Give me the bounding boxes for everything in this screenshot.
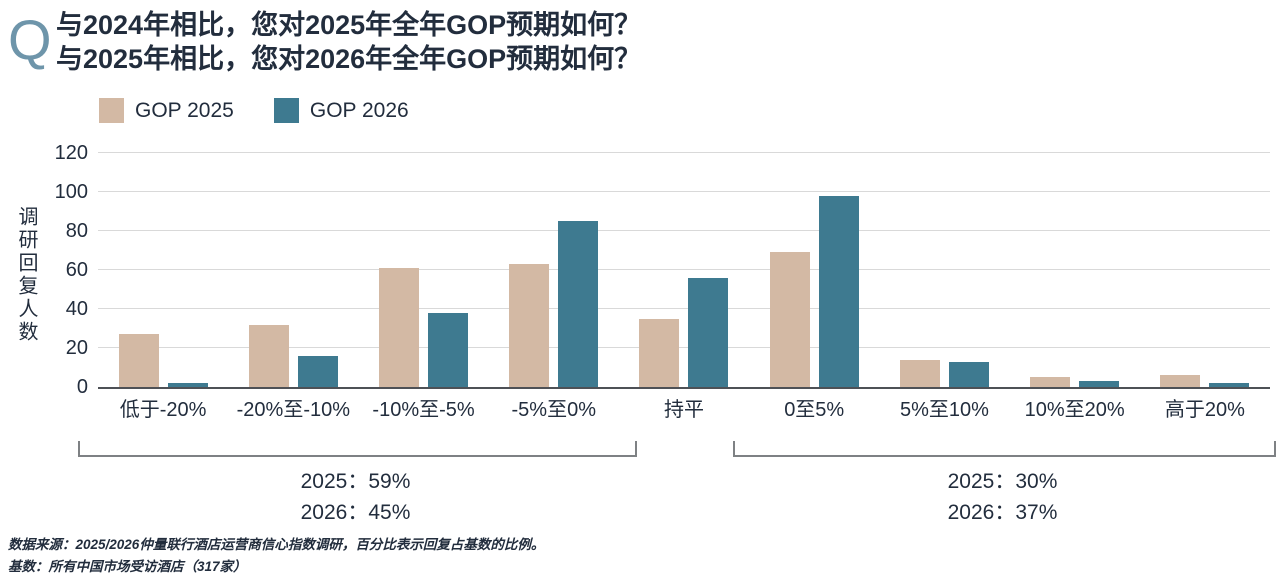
bar-gop-2026	[948, 361, 989, 387]
plot-area	[98, 152, 1270, 389]
gridline	[98, 152, 1270, 153]
gridline	[98, 347, 1270, 348]
bar-gop-2026	[1209, 383, 1250, 387]
y-tick-label: 100	[54, 181, 88, 203]
annotation-2026-positive: 2026：37%	[947, 501, 1058, 524]
bar-gop-2025	[248, 324, 289, 387]
x-tick-label: 高于20%	[1164, 399, 1245, 421]
gridline	[98, 308, 1270, 309]
y-tick-label: 120	[54, 142, 88, 164]
bar-gop-2025	[769, 252, 810, 387]
chart-legend: GOP 2025 GOP 2026	[99, 98, 409, 123]
bar-gop-2026	[558, 221, 599, 387]
bar-gop-2025	[379, 268, 420, 387]
legend-label: GOP 2026	[309, 98, 409, 122]
footnote-source: 数据来源：2025/2026仲量联行酒店运营商信心指数调研，百分比表示回复占基数…	[8, 537, 545, 552]
bar-group	[619, 153, 749, 387]
x-tick-label: 低于-20%	[119, 399, 207, 421]
question-line-1: 与2024年相比，您对2025年全年GOP预期如何？	[56, 10, 642, 40]
legend-item: GOP 2026	[273, 98, 409, 123]
question-line-2: 与2025年相比，您对2026年全年GOP预期如何？	[56, 44, 642, 74]
bar-group	[228, 153, 358, 387]
bar-group	[879, 153, 1009, 387]
legend-swatch-icon	[99, 98, 124, 123]
legend-swatch-icon	[273, 98, 299, 123]
y-tick-label: 60	[65, 259, 88, 281]
bar-group	[1140, 153, 1270, 387]
x-tick-label: 5%至10%	[899, 399, 989, 421]
bar-gop-2025	[1160, 375, 1201, 387]
x-tick-label: -20%至-10%	[236, 399, 351, 421]
bracket-positive-range	[733, 441, 1276, 457]
x-axis-labels: 低于-20% -20%至-10% -10%至-5% -5%至0% 持平 0至5% 5%至10…	[98, 393, 1270, 422]
x-tick-label: -10%至-5%	[372, 399, 475, 421]
y-axis-ticks: 0 20 40 60 80 100 120	[34, 142, 88, 398]
y-axis-title: 调研回复人数	[15, 206, 37, 344]
bracket-negative-range	[78, 441, 637, 457]
bar-group	[489, 153, 619, 387]
bar-gop-2025	[1030, 377, 1071, 387]
footnote: 数据来源：2025/2026仲量联行酒店运营商信心指数调研，百分比表示回复占基数…	[8, 534, 544, 578]
page-title: 与2024年相比，您对2025年全年GOP预期如何？ 与2025年相比，您对20…	[56, 8, 641, 76]
annotation-2025-positive: 2025：30%	[947, 470, 1058, 493]
y-tick-label: 80	[65, 220, 88, 242]
bar-gop-2025	[639, 318, 680, 387]
bar-gop-2025	[118, 334, 159, 387]
gridline	[98, 230, 1270, 231]
annotation-2025-negative: 2025：59%	[300, 470, 411, 493]
question-mark-icon: Q	[8, 8, 52, 71]
annotation-negative-share: 2025：59% 2026：45%	[78, 466, 633, 528]
x-tick-label: 0至5%	[784, 399, 845, 421]
legend-label: GOP 2025	[135, 98, 234, 122]
annotation-positive-share: 2025：30% 2026：37%	[733, 466, 1272, 528]
bar-gop-2026	[297, 355, 338, 387]
legend-item: GOP 2025	[99, 98, 234, 123]
x-tick-label: 10%至20%	[1024, 399, 1125, 421]
bar-gop-2025	[509, 264, 550, 387]
bar-groups	[98, 153, 1270, 387]
bar-gop-2026	[688, 277, 729, 387]
y-tick-label: 0	[76, 376, 88, 398]
x-tick-label: 持平	[663, 399, 704, 421]
bar-gop-2026	[818, 195, 859, 387]
bar-gop-2026	[1079, 381, 1120, 387]
y-tick-label: 40	[65, 298, 88, 320]
gridline	[98, 269, 1270, 270]
x-tick-label: -5%至0%	[511, 399, 596, 421]
gridline	[98, 191, 1270, 192]
y-tick-label: 20	[65, 337, 88, 359]
bar-gop-2025	[899, 359, 940, 387]
bar-group	[98, 153, 228, 387]
bar-group	[358, 153, 488, 387]
annotation-2026-negative: 2026：45%	[300, 501, 411, 524]
bar-gop-2026	[167, 383, 208, 387]
bar-group	[1010, 153, 1140, 387]
bar-group	[749, 153, 879, 387]
bar-gop-2026	[428, 312, 469, 387]
footnote-base: 基数：所有中国市场受访酒店（317家）	[8, 559, 247, 574]
